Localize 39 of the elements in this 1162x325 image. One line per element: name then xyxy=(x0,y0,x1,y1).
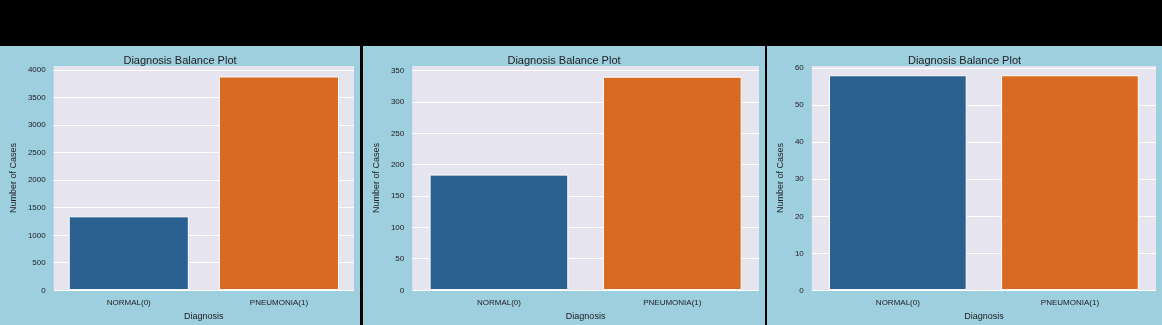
y-tick-label: 100 xyxy=(390,222,405,232)
y-tick-label: 2000 xyxy=(27,175,47,185)
y-tick-label: 10 xyxy=(794,248,805,258)
x-axis-title: Diagnosis xyxy=(184,310,225,321)
x-tick-label: PNEUMONIA(1) xyxy=(1040,297,1100,307)
y-tick-label: 0 xyxy=(41,285,47,295)
y-tick-label: 4000 xyxy=(27,65,47,75)
x-tick-label: PNEUMONIA(1) xyxy=(643,297,702,307)
x-tick-label: PNEUMONIA(1) xyxy=(249,297,309,307)
y-tick-label: 2500 xyxy=(27,147,47,157)
chart-title: Diagnosis Balance Plot xyxy=(907,53,1022,66)
y-tick-label: 1500 xyxy=(27,203,47,213)
x-axis-title: Diagnosis xyxy=(565,310,606,321)
chart-title: Diagnosis Balance Plot xyxy=(507,53,621,66)
y-tick-label: 1000 xyxy=(27,230,47,240)
x-tick-label: NORMAL(0) xyxy=(106,297,152,307)
y-tick-label: 40 xyxy=(794,137,805,147)
y-tick-label: 350 xyxy=(390,65,405,75)
y-tick-label: 150 xyxy=(390,191,405,201)
y-tick-label: 60 xyxy=(794,63,805,73)
y-tick-label: 250 xyxy=(390,128,405,138)
y-tick-label: 20 xyxy=(794,211,805,221)
y-tick-label: 0 xyxy=(799,285,805,295)
chart-title: Diagnosis Balance Plot xyxy=(123,53,237,66)
y-tick-label: 300 xyxy=(390,97,405,107)
y-tick-label: 30 xyxy=(794,174,805,184)
y-tick-label: 50 xyxy=(794,100,805,110)
y-tick-label: 3000 xyxy=(27,120,47,130)
y-tick-label: 200 xyxy=(390,160,405,170)
y-tick-label: 3500 xyxy=(27,92,47,102)
y-axis-title: Number of Cases xyxy=(7,142,18,214)
y-tick-label: 500 xyxy=(32,258,47,268)
y-axis-title: Number of Cases xyxy=(370,142,381,214)
y-tick-label: 0 xyxy=(399,285,405,295)
x-axis-title: Diagnosis xyxy=(964,310,1005,321)
y-tick-label: 50 xyxy=(395,254,405,264)
y-axis-title: Number of Cases xyxy=(774,142,785,214)
x-tick-label: NORMAL(0) xyxy=(875,297,921,307)
x-tick-label: NORMAL(0) xyxy=(476,297,522,307)
